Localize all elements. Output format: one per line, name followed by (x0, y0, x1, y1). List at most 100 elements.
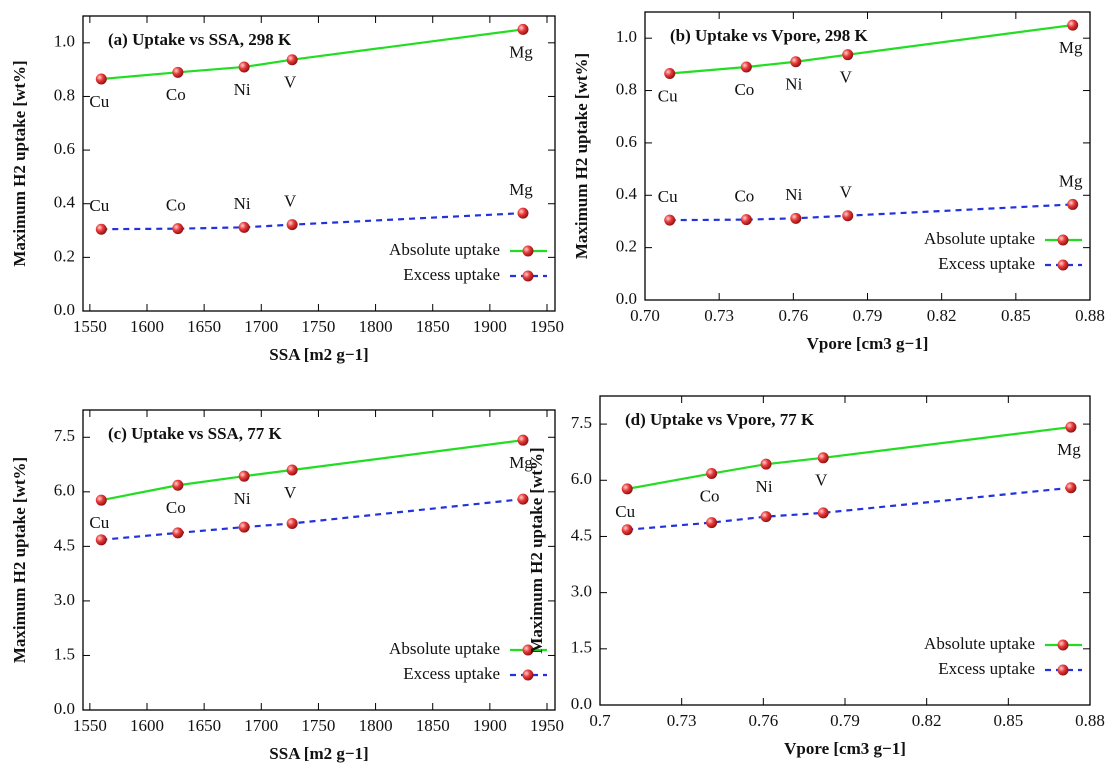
x-tick-label: 1900 (473, 716, 507, 735)
point-label: Ni (234, 80, 251, 99)
point-label: V (284, 73, 297, 92)
x-tick-label: 0.88 (1075, 306, 1105, 325)
y-tick-label: 6.0 (54, 481, 75, 500)
y-axis-label: Maximum H2 uptake [wt%] (10, 457, 29, 663)
data-point (621, 483, 633, 495)
x-tick-label: 1750 (301, 716, 335, 735)
y-tick-label: 7.5 (54, 426, 75, 445)
point-label: Cu (89, 92, 109, 111)
data-point (172, 66, 184, 78)
point-label: Co (166, 498, 186, 517)
legend-marker (522, 669, 534, 681)
data-point (664, 214, 676, 226)
data-point (790, 212, 802, 224)
legend-label: Absolute uptake (389, 639, 500, 658)
legend-marker (1057, 234, 1069, 246)
data-point (238, 521, 250, 533)
chart-title: (d) Uptake vs Vpore, 77 K (625, 410, 815, 429)
x-tick-label: 1600 (130, 716, 164, 735)
point-label: V (284, 483, 297, 502)
legend-marker (1057, 259, 1069, 271)
chart-title: (b) Uptake vs Vpore, 298 K (670, 26, 868, 45)
series-line (627, 486, 1072, 531)
y-tick-label: 0.0 (54, 699, 75, 718)
y-axis-label: Maximum H2 uptake [wt%] (527, 447, 546, 653)
x-tick-label: 1900 (473, 317, 507, 336)
point-label: Co (734, 80, 754, 99)
data-point (621, 524, 633, 536)
y-tick-label: 4.5 (54, 535, 75, 554)
point-label: Mg (1057, 440, 1081, 459)
data-point (1065, 421, 1077, 433)
data-point (817, 452, 829, 464)
x-tick-label: 1700 (244, 317, 278, 336)
point-label: V (815, 471, 828, 490)
point-label: Mg (1059, 38, 1083, 57)
y-tick-label: 1.0 (616, 27, 637, 46)
point-label: Cu (89, 513, 109, 532)
data-point (790, 56, 802, 68)
legend-label: Absolute uptake (389, 240, 500, 259)
data-point (95, 534, 107, 546)
point-label: Ni (785, 185, 802, 204)
plot-frame (82, 409, 556, 711)
data-point (760, 511, 772, 523)
y-tick-label: 1.5 (571, 638, 592, 657)
point-label: Mg (509, 42, 533, 61)
chart-title: (c) Uptake vs SSA, 77 K (108, 424, 283, 443)
y-tick-label: 0.6 (54, 139, 75, 158)
data-point (1065, 482, 1077, 494)
data-point (172, 223, 184, 235)
x-axis-label: SSA [m2 g−1] (269, 744, 368, 763)
point-label: Ni (756, 477, 773, 496)
y-tick-label: 3.0 (571, 582, 592, 601)
data-point (517, 493, 529, 505)
y-tick-label: 1.0 (54, 32, 75, 51)
point-label: Mg (509, 180, 533, 199)
x-tick-label: 0.73 (667, 711, 697, 730)
y-tick-label: 0.8 (616, 79, 637, 98)
x-tick-label: 0.7 (589, 711, 611, 730)
y-tick-label: 3.0 (54, 590, 75, 609)
data-point (286, 54, 298, 66)
legend-label: Excess uptake (938, 659, 1035, 678)
point-label: V (284, 192, 297, 211)
data-point (286, 517, 298, 529)
data-point (172, 527, 184, 539)
point-label: Mg (509, 453, 533, 472)
x-tick-label: 1600 (130, 317, 164, 336)
legend-label: Excess uptake (403, 664, 500, 683)
y-tick-label: 0.0 (54, 300, 75, 319)
data-point (706, 517, 718, 529)
x-tick-label: 0.88 (1075, 711, 1105, 730)
series-line (669, 203, 1073, 222)
legend-marker (522, 270, 534, 282)
point-label: V (840, 183, 853, 202)
x-tick-label: 1550 (73, 716, 107, 735)
legend-marker (1057, 664, 1069, 676)
data-point (95, 223, 107, 235)
y-tick-label: 0.0 (571, 694, 592, 713)
x-tick-label: 0.76 (748, 711, 778, 730)
data-point (740, 61, 752, 73)
data-point (842, 210, 854, 222)
data-point (517, 434, 529, 446)
x-tick-label: 1800 (359, 716, 393, 735)
series-line (101, 212, 524, 231)
data-point (238, 61, 250, 73)
legend-label: Absolute uptake (924, 634, 1035, 653)
point-label: Co (700, 486, 720, 505)
x-tick-label: 1550 (73, 317, 107, 336)
x-tick-label: 0.73 (704, 306, 734, 325)
point-label: Cu (658, 86, 678, 105)
data-point (842, 49, 854, 61)
x-axis-label: Vpore [cm3 g−1] (784, 739, 906, 758)
x-tick-label: 1950 (530, 317, 564, 336)
legend-marker (522, 245, 534, 257)
chart-title: (a) Uptake vs SSA, 298 K (108, 30, 292, 49)
y-axis-label: Maximum H2 uptake [wt%] (572, 53, 591, 259)
point-label: Ni (785, 75, 802, 94)
x-tick-label: 0.82 (912, 711, 942, 730)
data-point (740, 214, 752, 226)
